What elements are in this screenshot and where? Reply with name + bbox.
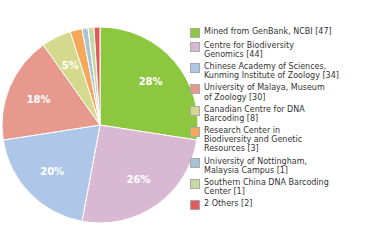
html-text:Genomics [44]: Genomics [44] <box>204 49 263 59</box>
html-text:University of Malaya, Museum: University of Malaya, Museum <box>204 83 325 93</box>
svg-text:5%: 5% <box>62 60 79 71</box>
html-text:Mined from GenBank, NCBI [47]: Mined from GenBank, NCBI [47] <box>204 26 332 36</box>
html-text:2 Others [2]: 2 Others [2] <box>204 199 253 209</box>
svg-text:20%: 20% <box>40 166 64 177</box>
html-text:Southern China DNA Barcoding: Southern China DNA Barcoding <box>204 178 329 187</box>
html-text:Centre for Biodiversity: Centre for Biodiversity <box>204 40 294 50</box>
html-text:University of Nottingham,: University of Nottingham, <box>204 156 307 166</box>
html-text:Research Center in: Research Center in <box>204 126 280 136</box>
svg-text:28%: 28% <box>139 76 163 87</box>
html-text:Center [1]: Center [1] <box>204 187 245 197</box>
html-text:Canadian Centre for DNA: Canadian Centre for DNA <box>204 104 305 114</box>
html-text:Biodiversity and Genetic: Biodiversity and Genetic <box>204 135 303 145</box>
html-text:Resources [3]: Resources [3] <box>204 144 259 154</box>
svg-text:26%: 26% <box>127 174 151 185</box>
html-text:Barcoding [8]: Barcoding [8] <box>204 113 259 123</box>
html-text:Kunming Institute of Zoology [: Kunming Institute of Zoology [34] <box>204 71 339 81</box>
html-text:Chinese Academy of Sciences,: Chinese Academy of Sciences, <box>204 62 327 71</box>
svg-text:18%: 18% <box>27 94 51 105</box>
html-text:of Zoology [30]: of Zoology [30] <box>204 92 266 102</box>
html-text:Malaysia Campus [1]: Malaysia Campus [1] <box>204 165 288 175</box>
